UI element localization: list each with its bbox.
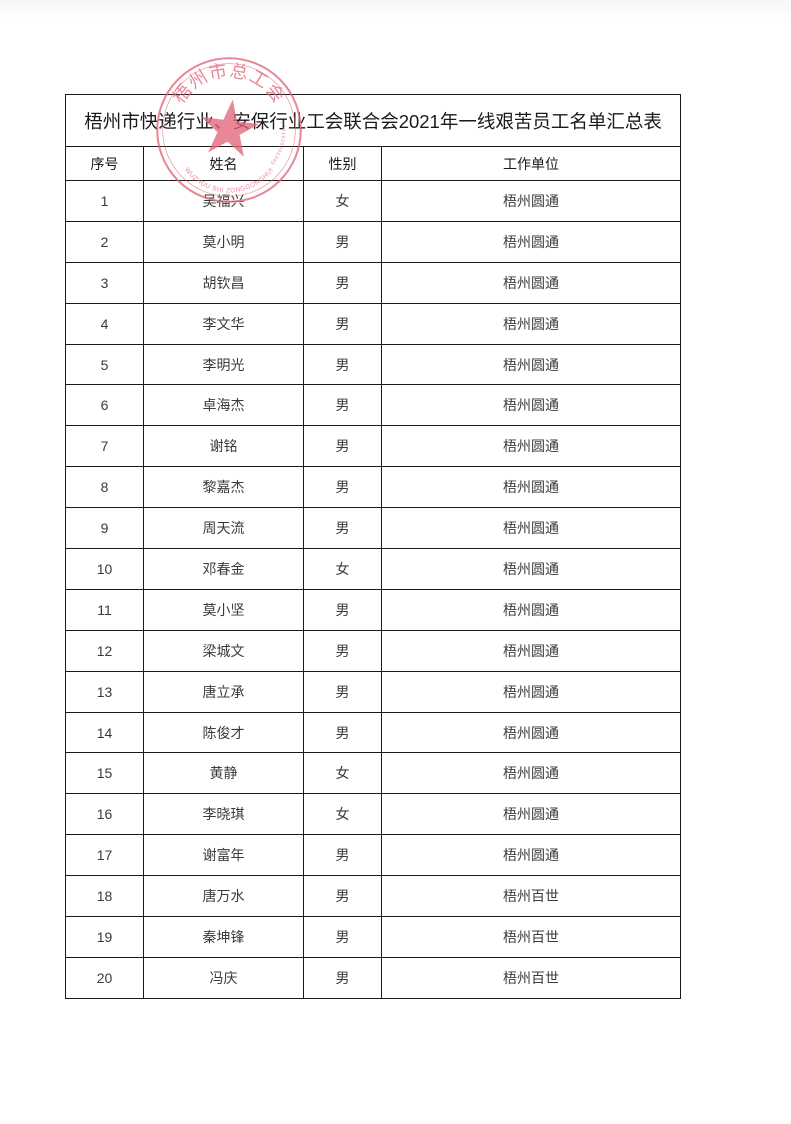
svg-text:5001620701045: 5001620701045: [269, 121, 287, 166]
svg-text:WUZHOU SHI ZONGGONGHUI: WUZHOU SHI ZONGGONGHUI: [183, 167, 275, 195]
svg-text:梧州市总工会: 梧州市总工会: [169, 60, 289, 107]
